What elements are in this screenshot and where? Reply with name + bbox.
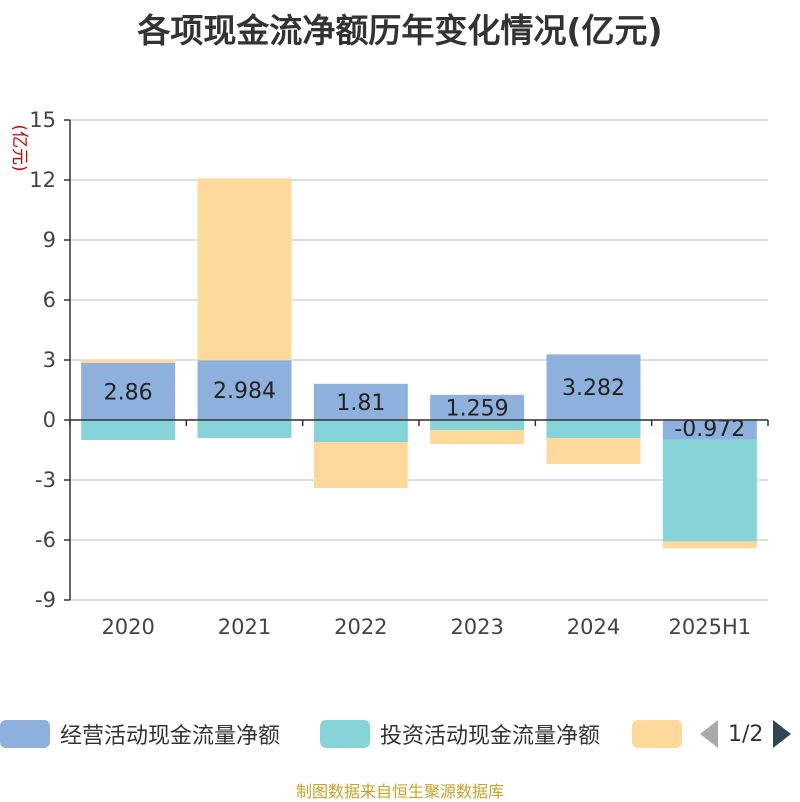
legend-page-indicator: 1/2 xyxy=(728,721,764,747)
x-tick-label: 2025H1 xyxy=(669,615,752,639)
x-tick-label: 2021 xyxy=(218,615,271,639)
bar-segment[interactable] xyxy=(430,420,525,430)
bar-value-label: -0.972 xyxy=(674,417,745,442)
legend-next-page-icon[interactable] xyxy=(773,720,792,748)
bar-segment[interactable] xyxy=(313,420,408,442)
bar-segment[interactable] xyxy=(197,420,292,438)
legend-item-financing[interactable] xyxy=(632,716,692,752)
bar-segment[interactable] xyxy=(313,442,408,488)
y-tick-label: -3 xyxy=(35,468,56,492)
legend-pager: 1/2 xyxy=(700,716,792,752)
bar-segment[interactable] xyxy=(662,439,757,542)
legend-swatch-operating xyxy=(0,720,50,748)
legend-item-investing[interactable]: 投资活动现金流量净额 xyxy=(320,716,600,752)
bar-segment[interactable] xyxy=(546,420,641,438)
data-labels: 2.86 2.984 1.81 1.259 3.282 -0.972 xyxy=(69,376,769,442)
bar-segment[interactable] xyxy=(81,420,176,440)
bar-segment[interactable] xyxy=(197,360,292,420)
y-tick-label: 12 xyxy=(29,168,56,192)
axes: 15 12 9 6 3 0 -3 -6 -9 2020 2021 2022 2023 2024 2025H1 xyxy=(29,108,751,639)
y-tick-label: 6 xyxy=(43,288,56,312)
x-tick-label: 2024 xyxy=(567,615,620,639)
legend-prev-page-icon[interactable] xyxy=(700,720,718,748)
legend-item-operating[interactable]: 经营活动现金流量净额 xyxy=(0,716,280,752)
bar-value-label: 1.259 xyxy=(446,396,509,421)
legend-label-investing: 投资活动现金流量净额 xyxy=(380,724,601,749)
bar-value-label: 3.282 xyxy=(562,376,625,401)
y-tick-label: 15 xyxy=(29,108,56,132)
bar-value-label: 1.81 xyxy=(336,391,385,416)
y-tick-label: 0 xyxy=(43,408,56,432)
bars xyxy=(81,178,757,549)
legend-swatch-investing xyxy=(320,720,370,748)
bar-segment[interactable] xyxy=(81,359,176,363)
bar-segment[interactable] xyxy=(546,438,641,464)
legend-swatch-financing xyxy=(632,720,682,748)
bar-value-label: 2.984 xyxy=(213,379,276,404)
y-tick-label: 3 xyxy=(43,348,56,372)
bar-segment[interactable] xyxy=(430,430,525,444)
y-tick-label: -9 xyxy=(35,588,56,612)
legend: 经营活动现金流量净额 投资活动现金流量净额 1/2 xyxy=(0,716,800,756)
y-axis-unit: (亿元) xyxy=(9,124,29,171)
bar-segment[interactable] xyxy=(197,178,292,361)
bar-segment[interactable] xyxy=(430,394,525,420)
source-note: 制图数据来自恒生聚源数据库 xyxy=(295,782,504,801)
x-tick-label: 2022 xyxy=(334,615,387,639)
x-tick-label: 2020 xyxy=(101,615,154,639)
bar-segment[interactable] xyxy=(662,541,757,549)
bar-segment[interactable] xyxy=(662,420,757,440)
x-tick-label: 2023 xyxy=(450,615,503,639)
y-tick-label: 9 xyxy=(43,228,56,252)
bar-segment[interactable] xyxy=(313,383,408,420)
legend-label-operating: 经营活动现金流量净额 xyxy=(60,724,281,749)
bar-segment[interactable] xyxy=(81,362,176,420)
chart-title: 各项现金流净额历年变化情况(亿元) xyxy=(137,11,663,50)
bar-value-label: 2.86 xyxy=(104,380,153,405)
y-tick-label: -6 xyxy=(35,528,56,552)
bar-segment[interactable] xyxy=(546,354,641,420)
